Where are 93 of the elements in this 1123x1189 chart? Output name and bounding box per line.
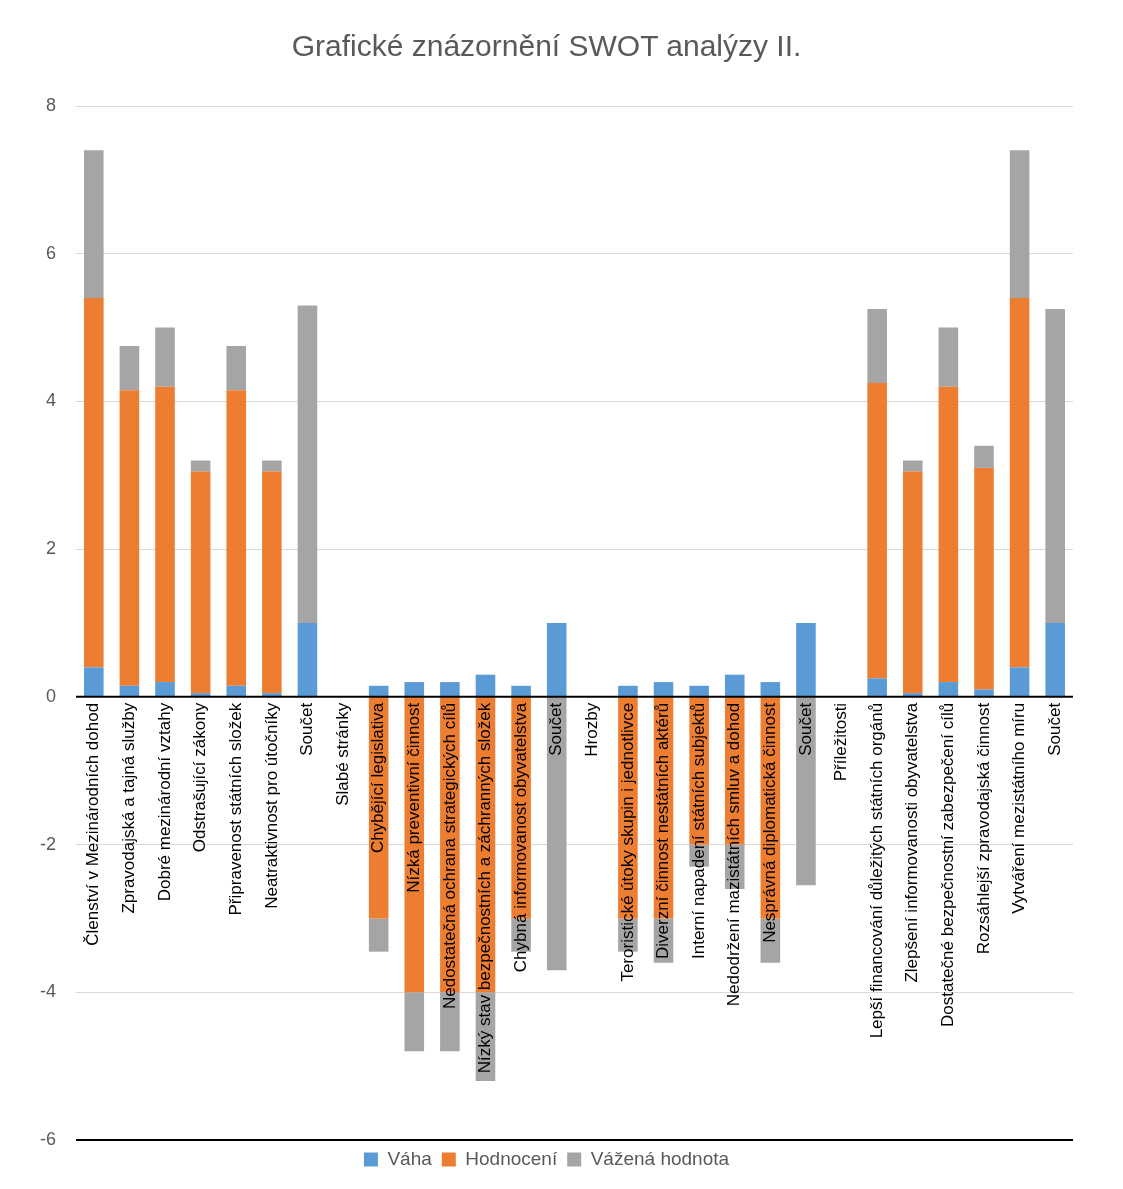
bar: [902, 460, 923, 472]
legend-label: Hodnocení: [465, 1147, 558, 1169]
bar: [155, 327, 175, 387]
bar: [867, 309, 887, 383]
x-tick-label: Součet: [297, 702, 317, 756]
bar: [689, 685, 709, 697]
bar: [902, 471, 923, 694]
bar: [190, 460, 211, 472]
bar: [297, 623, 318, 697]
bar: [368, 918, 389, 952]
x-tick-label: Nízká preventivní činnost: [403, 702, 423, 893]
bar: [974, 467, 994, 690]
bar: [974, 689, 994, 697]
bar: [1009, 667, 1030, 697]
bar: [155, 682, 175, 697]
bar: [262, 460, 282, 472]
bar: [796, 697, 816, 886]
bar: [867, 678, 887, 697]
legend-label: Vážená hodnota: [590, 1147, 730, 1169]
y-tick-label: 0: [45, 685, 56, 706]
bar: [475, 674, 496, 697]
x-tick-label: Chybějící legislativa: [368, 702, 388, 854]
bar: [867, 382, 887, 679]
bar: [297, 305, 318, 623]
x-tick-label: Hrozby: [581, 702, 601, 757]
bar: [938, 386, 959, 683]
bar: [724, 674, 745, 697]
x-tick-label: Vytváření mezistátního míru: [1009, 702, 1029, 914]
x-tick-label: Zpravodajská a tajná služby: [119, 702, 139, 914]
y-tick-label: 8: [45, 94, 56, 115]
x-tick-label: Rozsáhlejší zpravodajská činnost: [973, 702, 993, 955]
legend-label: Váha: [387, 1147, 433, 1169]
x-tick-label: Teroristické útoky skupin i jednotlivce: [617, 702, 637, 982]
bar: [1045, 623, 1065, 697]
bar: [262, 693, 282, 697]
bar: [653, 682, 674, 697]
bar: [190, 471, 211, 694]
bar: [1009, 150, 1030, 299]
bar: [84, 298, 104, 668]
bar: [760, 682, 781, 697]
y-tick-label: -4: [39, 981, 56, 1002]
bar: [404, 992, 425, 1052]
chart-title: Grafické znázornění SWOT analýzy II.: [291, 29, 802, 63]
x-tick-label: Součet: [1044, 702, 1064, 756]
x-tick-label: Příležitosti: [831, 702, 851, 782]
bar: [1009, 298, 1030, 668]
bar: [368, 685, 389, 697]
bar: [546, 623, 567, 697]
y-tick-label: 4: [45, 390, 56, 411]
x-tick-label: Součet: [795, 702, 815, 756]
y-tick-label: -6: [39, 1128, 56, 1149]
y-tick-label: 6: [45, 242, 56, 263]
bar: [84, 667, 104, 697]
bar: [262, 471, 282, 694]
x-tick-label: Nízký stav bezpečnostních a záchranných složek: [475, 702, 495, 1074]
bar: [226, 346, 247, 391]
bar: [938, 682, 959, 697]
x-tick-label: Lepší financování důležitých státních orgánů: [866, 702, 886, 1039]
bar: [155, 386, 175, 683]
bar: [1045, 309, 1065, 623]
bar: [190, 693, 211, 697]
x-tick-label: Interní napadení státních subjektů: [688, 702, 708, 959]
bar: [226, 390, 247, 686]
x-tick-label: Chybná informovanost obyvatelstva: [510, 702, 530, 973]
x-tick-label: Členství v Mezinárodních dohod: [83, 702, 103, 946]
bar: [618, 685, 638, 697]
bar: [440, 682, 460, 697]
bar: [796, 623, 816, 697]
x-tick-label: Připravenost státních složek: [225, 702, 245, 916]
x-tick-label: Nedodržení mazistátních smluv a dohod: [724, 702, 744, 1007]
x-tick-label: Součet: [546, 702, 566, 756]
bar: [119, 685, 140, 697]
bar: [119, 390, 140, 686]
bar: [119, 346, 140, 391]
x-tick-label: Diverzní činnost nestátních aktérů: [653, 702, 673, 959]
y-tick-label: 2: [45, 538, 56, 559]
x-tick-label: Odstrašující zákony: [190, 702, 210, 853]
x-tick-label: Dostatečné bezpečnostní zabezpečení cílů: [938, 702, 958, 1028]
bar: [226, 685, 247, 697]
bar: [974, 445, 994, 468]
bar: [938, 327, 959, 387]
x-tick-label: Nedostatečná ochrana strategických cílů: [439, 702, 459, 1010]
x-tick-label: Nesprávná diplomatická činnost: [760, 702, 780, 943]
bar: [902, 693, 923, 697]
x-tick-label: Dobré mezinárodní vztahy: [154, 702, 174, 902]
bar: [84, 150, 104, 299]
y-tick-label: -2: [39, 833, 56, 854]
x-tick-label: Zlepšení informovanosti obyvatelstva: [902, 702, 922, 983]
bar: [511, 685, 531, 697]
x-tick-label: Neatraktivnost pro útočníky: [261, 702, 281, 909]
x-tick-label: Slabé stránky: [332, 702, 352, 806]
bar: [404, 682, 425, 697]
bar: [546, 697, 567, 971]
